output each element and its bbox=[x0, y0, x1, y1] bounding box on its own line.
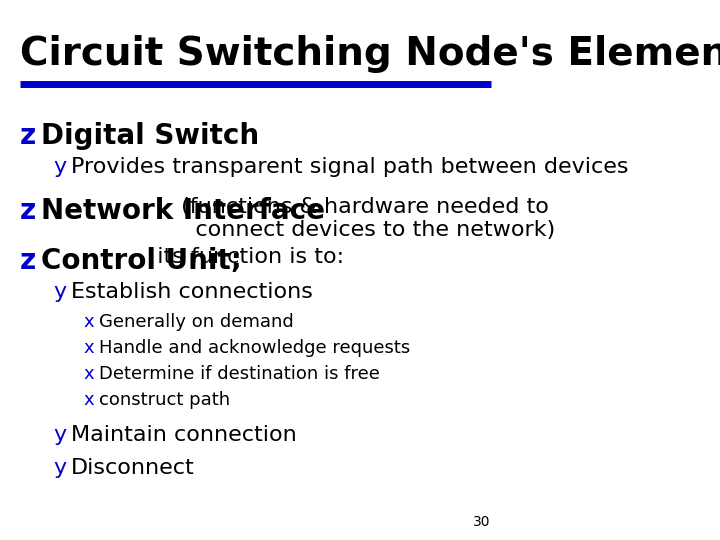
Text: x: x bbox=[84, 391, 94, 409]
Text: 30: 30 bbox=[473, 515, 490, 529]
Text: Circuit Switching Node's Elements: Circuit Switching Node's Elements bbox=[20, 35, 720, 73]
Text: z: z bbox=[20, 197, 37, 225]
Text: Handle and acknowledge requests: Handle and acknowledge requests bbox=[99, 339, 410, 357]
Text: Generally on demand: Generally on demand bbox=[99, 313, 294, 331]
Text: Digital Switch: Digital Switch bbox=[42, 122, 260, 150]
Text: Establish connections: Establish connections bbox=[71, 282, 312, 302]
Text: y: y bbox=[53, 157, 66, 177]
Text: Maintain connection: Maintain connection bbox=[71, 425, 297, 445]
Text: x: x bbox=[84, 339, 94, 357]
Text: y: y bbox=[53, 282, 66, 302]
Text: z: z bbox=[20, 122, 37, 150]
Text: x: x bbox=[84, 365, 94, 383]
Text: Disconnect: Disconnect bbox=[71, 458, 194, 478]
Text: x: x bbox=[84, 313, 94, 331]
Text: construct path: construct path bbox=[99, 391, 230, 409]
Text: y: y bbox=[53, 458, 66, 478]
Text: its function is to:: its function is to: bbox=[143, 247, 344, 267]
Text: Control Unit;: Control Unit; bbox=[42, 247, 243, 275]
Text: z: z bbox=[20, 247, 37, 275]
Text: Provides transparent signal path between devices: Provides transparent signal path between… bbox=[71, 157, 629, 177]
Text: (functions & hardware needed to
   connect devices to the network): (functions & hardware needed to connect … bbox=[174, 197, 555, 240]
Text: y: y bbox=[53, 425, 66, 445]
Text: Determine if destination is free: Determine if destination is free bbox=[99, 365, 380, 383]
Text: Network Interface: Network Interface bbox=[42, 197, 325, 225]
